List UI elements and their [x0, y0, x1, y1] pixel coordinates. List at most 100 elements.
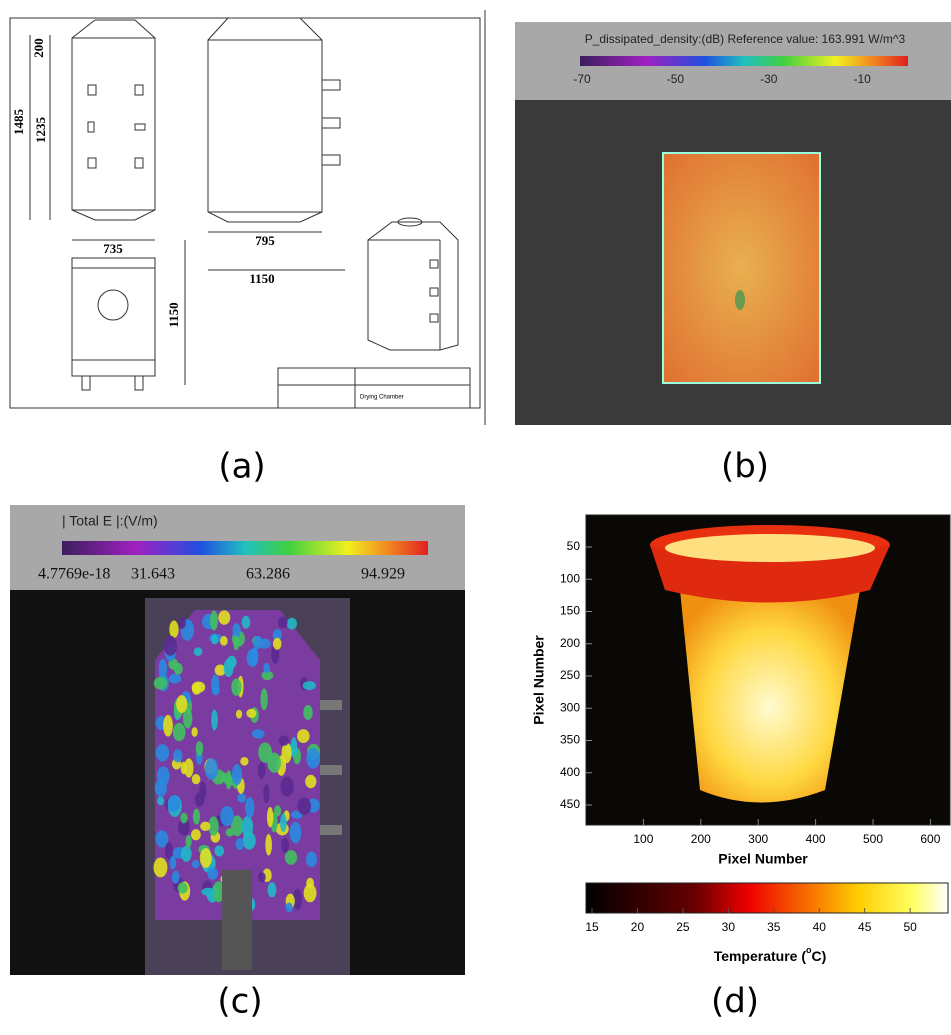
- field-blob: [242, 616, 251, 629]
- field-blob: [297, 729, 310, 743]
- field-blob: [243, 831, 256, 849]
- field-blob: [207, 868, 218, 880]
- field-blob: [200, 822, 210, 831]
- field-blob: [205, 758, 218, 780]
- field-blob: [172, 871, 180, 884]
- colorbar-tick-label: -70: [573, 72, 591, 86]
- field-blob: [285, 850, 297, 865]
- y-tick-label: 200: [560, 636, 580, 650]
- field-blob: [263, 663, 270, 673]
- field-blob: [157, 796, 164, 805]
- field-blob: [303, 705, 313, 720]
- colorbar-tick-label: 63.286: [246, 566, 290, 583]
- colorbar-tick-label: 20: [631, 920, 645, 934]
- field-blob: [306, 852, 317, 868]
- x-tick-label: 500: [863, 832, 883, 846]
- port: [320, 765, 342, 775]
- field-blob: [170, 856, 177, 870]
- field-blob: [297, 797, 311, 814]
- y-tick-label: 400: [560, 765, 580, 779]
- field-blob: [273, 638, 282, 650]
- field-blob: [154, 677, 168, 690]
- field-blob: [290, 822, 302, 844]
- field-blob: [200, 848, 212, 868]
- field-blob: [169, 674, 181, 684]
- field-blob: [306, 878, 314, 888]
- technical-drawing: [10, 10, 485, 425]
- field-blob: [178, 617, 186, 629]
- dimension: 200: [31, 38, 46, 58]
- field-blob: [246, 709, 256, 718]
- field-blob: [236, 710, 242, 719]
- field-blob: [153, 858, 167, 878]
- panel-label: (c): [217, 982, 262, 1022]
- field-blob: [220, 636, 228, 646]
- colorbar-tick-label: 31.643: [131, 566, 175, 583]
- field-blob: [181, 762, 187, 775]
- door: [222, 870, 252, 970]
- field-blob: [178, 882, 188, 893]
- colorbar-tick-label: 4.7769e-18: [38, 566, 110, 583]
- field-blob: [280, 777, 293, 797]
- y-tick-label: 150: [560, 604, 580, 618]
- field-blob: [259, 638, 271, 648]
- field-blob: [211, 710, 218, 731]
- colorbar-tick-label: -30: [760, 72, 778, 86]
- field-blob: [237, 793, 246, 802]
- field-blob: [221, 772, 229, 782]
- y-tick-label: 300: [560, 700, 580, 714]
- panel-label: (a): [218, 447, 265, 487]
- field-blob: [281, 838, 289, 853]
- field-blob: [169, 621, 178, 639]
- colorbar-tick-label: 30: [722, 920, 736, 934]
- y-tick-label: 100: [560, 571, 580, 585]
- colorbar-tick-label: 50: [903, 920, 917, 934]
- field-blob: [278, 735, 289, 746]
- colorbar: [586, 883, 948, 913]
- field-blob: [180, 813, 187, 824]
- field-blob: [201, 888, 215, 896]
- y-axis-label: Pixel Number: [531, 635, 547, 725]
- field-blob: [231, 678, 241, 695]
- field-blob: [233, 636, 239, 651]
- field-blob: [267, 807, 273, 827]
- dimension: 1150: [166, 302, 181, 327]
- panel-label: (d): [711, 982, 759, 1022]
- port: [320, 825, 342, 835]
- panel-label: (b): [721, 447, 769, 487]
- colorbar-tick-label: 94.929: [361, 566, 405, 583]
- field-blob: [226, 828, 235, 836]
- field-blob: [210, 610, 218, 630]
- label-part: C): [812, 948, 827, 964]
- field-blob: [163, 715, 173, 737]
- y-tick-label: 450: [560, 797, 580, 811]
- field-blob: [224, 659, 234, 677]
- x-tick-label: 100: [633, 832, 653, 846]
- y-tick-label: 250: [560, 668, 580, 682]
- colorbar-tick-label: -50: [667, 72, 685, 86]
- field-blob: [156, 744, 169, 761]
- field-blob: [250, 647, 258, 665]
- field-blob: [174, 663, 183, 675]
- field-blob: [267, 752, 281, 772]
- field-blob: [173, 749, 183, 762]
- y-tick-label: 50: [567, 539, 581, 553]
- field-blob: [195, 792, 204, 806]
- thermal-top: [665, 534, 875, 562]
- field-blob: [305, 775, 316, 788]
- field-blob: [306, 748, 320, 769]
- field-blob: [191, 829, 201, 840]
- field-blob: [285, 903, 292, 913]
- field-blob: [263, 784, 269, 803]
- colorbar-title: | Total E |:(V/m): [62, 513, 158, 529]
- colorbar-tick-label: 45: [858, 920, 872, 934]
- field-blob: [303, 681, 316, 690]
- field-blob: [258, 872, 266, 882]
- field-blob: [164, 636, 177, 656]
- field-spot: [735, 290, 745, 310]
- label-part: Temperature (: [714, 948, 807, 964]
- field-blob: [212, 685, 220, 695]
- x-tick-label: 400: [806, 832, 826, 846]
- x-tick-label: 300: [748, 832, 768, 846]
- port: [320, 700, 342, 710]
